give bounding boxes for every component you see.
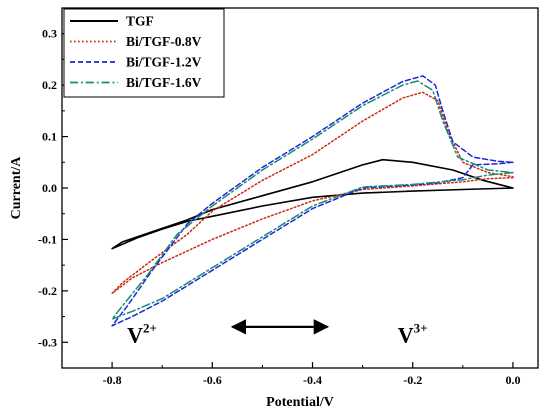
x-tick-label: -0.6 (203, 373, 222, 387)
v3-label-base: V (398, 322, 414, 347)
y-tick-label: -0.3 (38, 335, 57, 349)
y-tick-label: 0.3 (42, 27, 57, 41)
legend-label-0: TGF (126, 14, 154, 29)
series-line-2 (111, 75, 514, 327)
legend-label-1: Bi/TGF-0.8V (126, 34, 202, 49)
v3-label-sup: 3+ (414, 320, 428, 335)
x-axis-title: Potential/V (266, 395, 334, 410)
y-axis-ticks: -0.3 -0.2 -0.1 0.0 0.1 0.2 0.3 (38, 27, 68, 349)
series-line-3 (111, 80, 514, 320)
valence-annotation: V2+ V3+ (127, 319, 428, 347)
y-axis-title: Current/A (9, 156, 24, 220)
series-layer (111, 75, 514, 327)
v2-label: V2+ (127, 320, 157, 347)
legend-label-2: Bi/TGF-1.2V (126, 55, 202, 70)
v3-label: V3+ (398, 320, 428, 347)
y-tick-label: -0.2 (38, 284, 57, 298)
x-tick-label: -0.8 (103, 373, 122, 387)
x-tick-label: 0.0 (505, 373, 520, 387)
x-tick-label: -0.2 (403, 373, 422, 387)
v2-label-base: V (127, 322, 143, 347)
y-tick-label: -0.1 (38, 232, 57, 246)
series-line-1 (111, 91, 514, 295)
v2-label-sup: 2+ (143, 320, 157, 335)
x-axis-ticks: -0.8 -0.6 -0.4 -0.2 0.0 (61, 362, 520, 387)
legend: TGF Bi/TGF-0.8V Bi/TGF-1.2V Bi/TGF-1.6V (63, 8, 225, 98)
series-line-0 (111, 158, 514, 250)
y-tick-label: 0.1 (42, 130, 57, 144)
y-tick-label: 0.2 (42, 78, 57, 92)
y-tick-label: 0.0 (42, 181, 57, 195)
legend-label-3: Bi/TGF-1.6V (126, 75, 202, 90)
x-tick-label: -0.4 (303, 373, 322, 387)
